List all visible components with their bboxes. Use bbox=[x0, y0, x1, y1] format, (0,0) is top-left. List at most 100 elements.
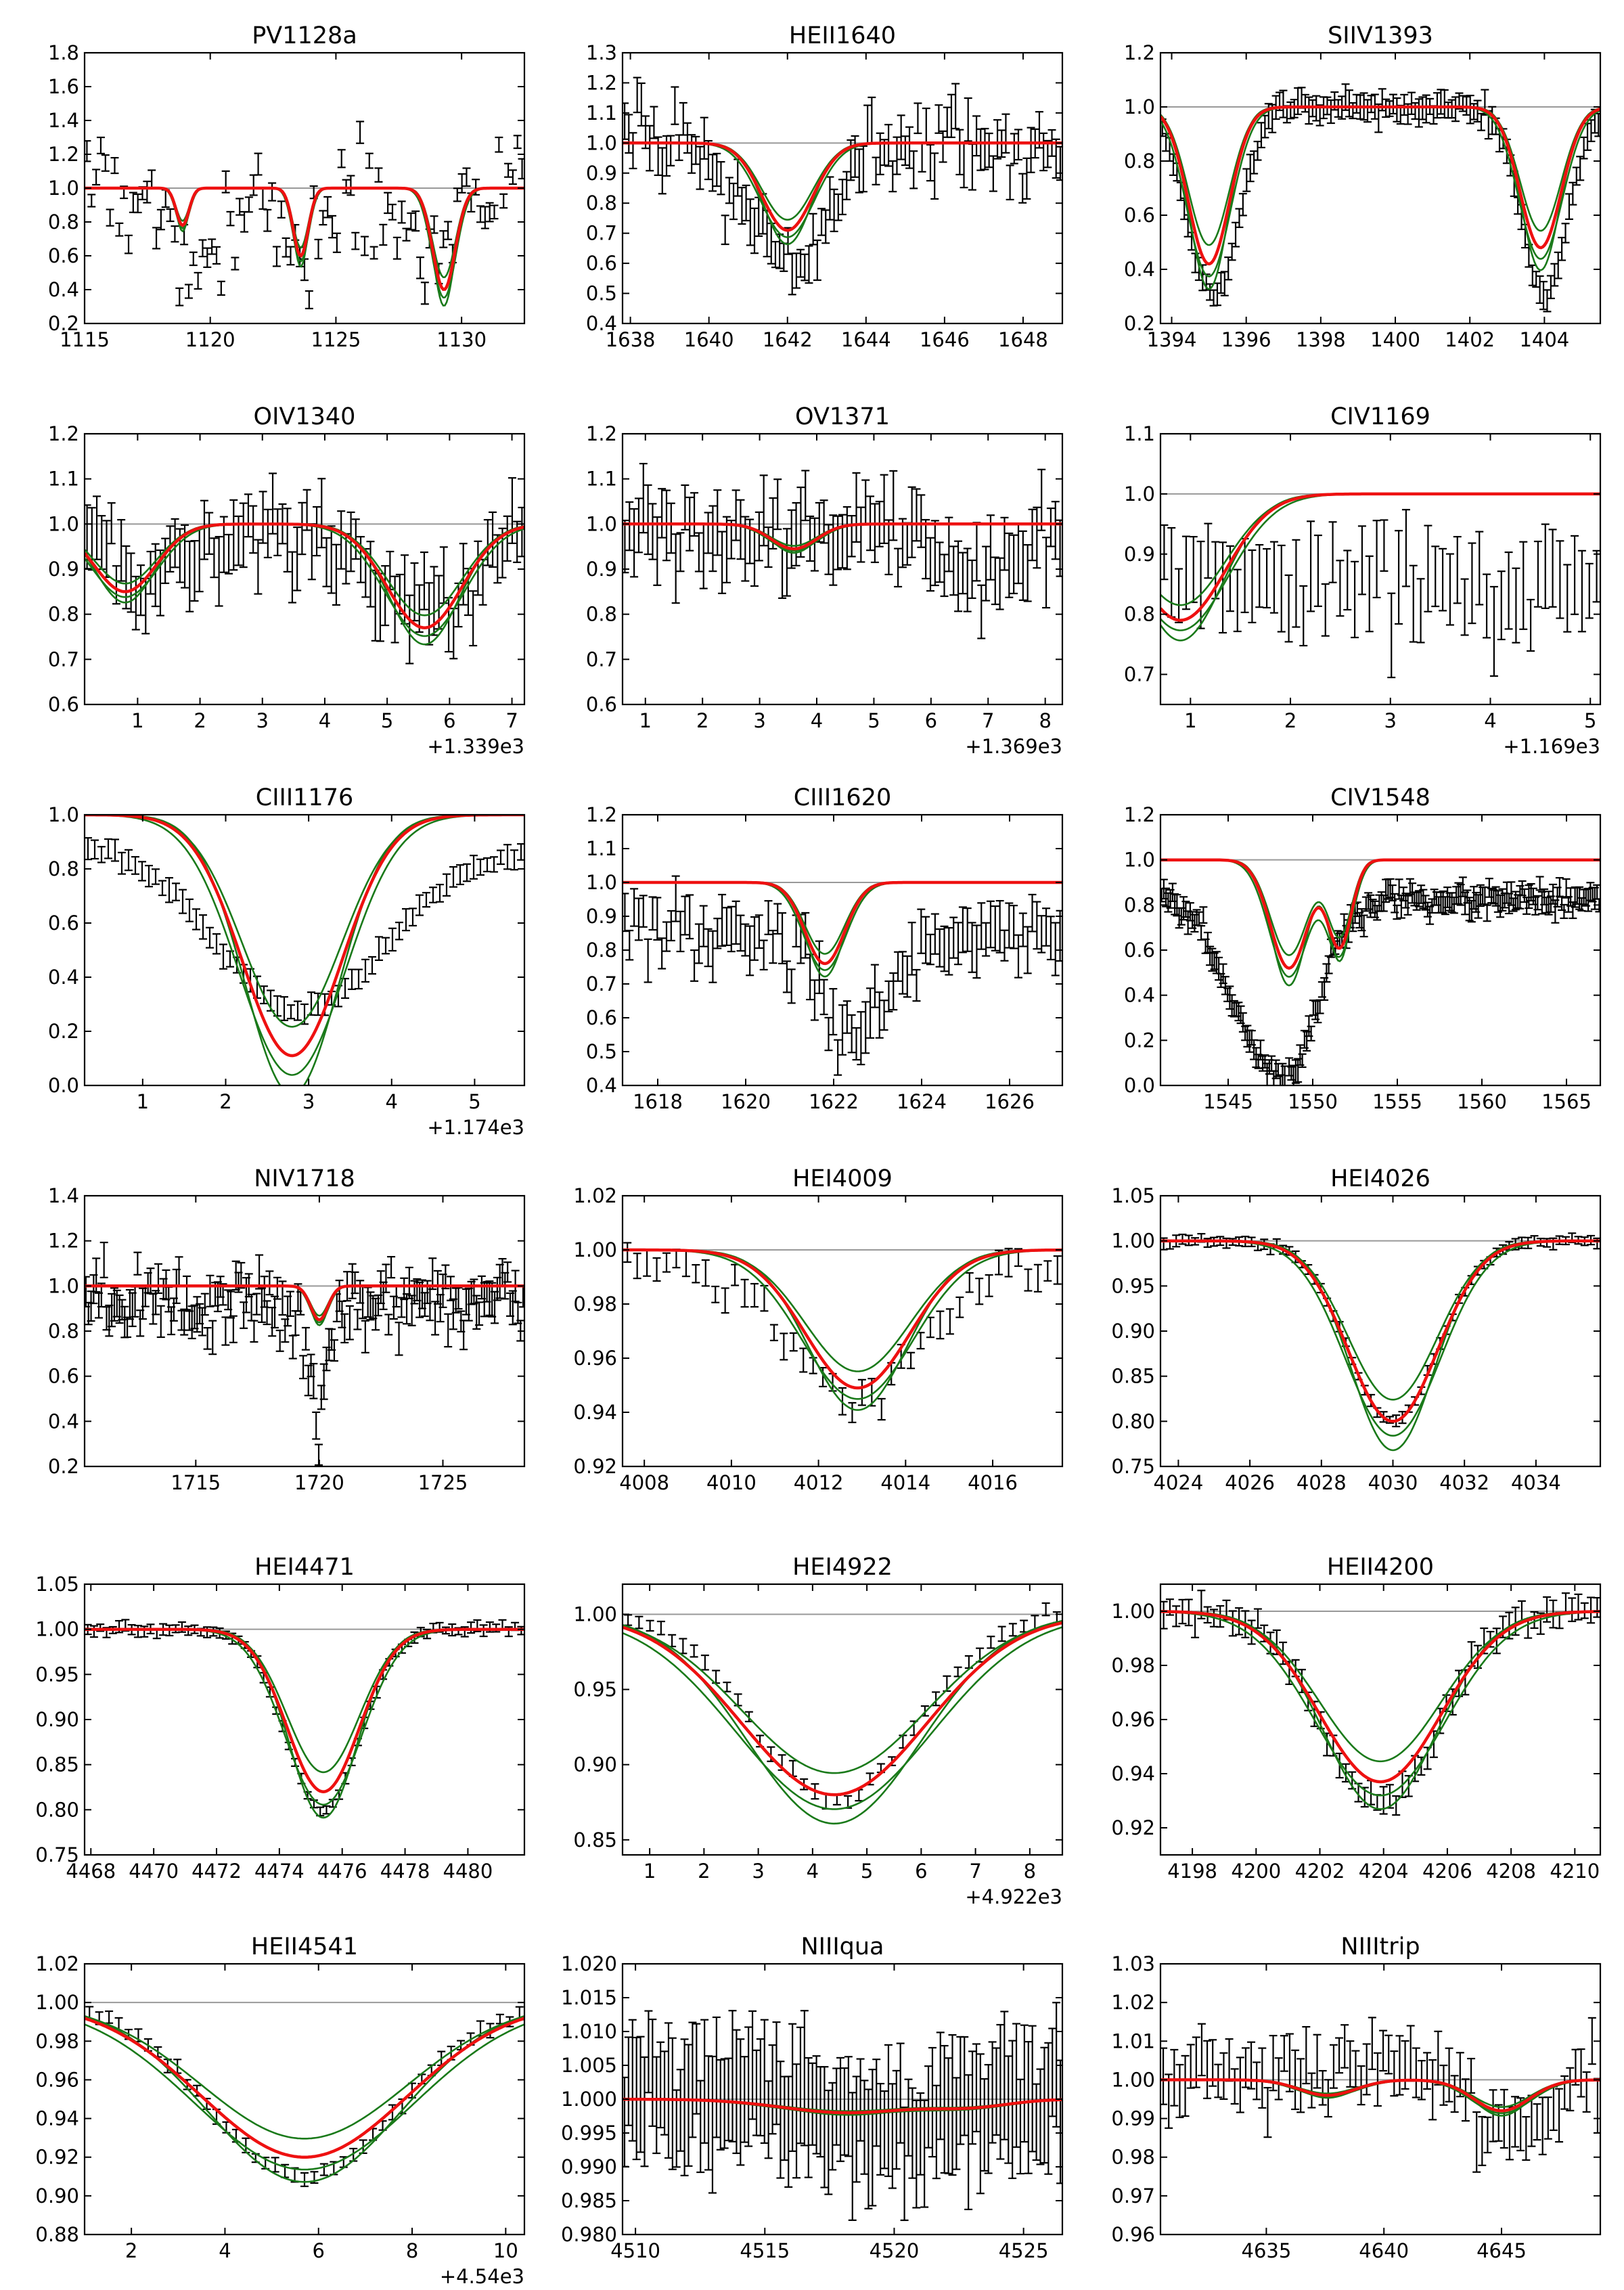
data-point bbox=[842, 506, 851, 570]
y-tick-label: 0.85 bbox=[35, 1753, 79, 1776]
data-point bbox=[830, 188, 838, 233]
data-point bbox=[361, 1320, 369, 1353]
data-point bbox=[993, 119, 1002, 160]
data-point bbox=[131, 856, 139, 875]
data-point bbox=[1478, 2115, 1487, 2166]
axes-frame bbox=[1159, 1962, 1602, 2236]
data-point bbox=[708, 505, 717, 572]
data-point bbox=[903, 522, 911, 566]
model-curve-alt bbox=[1160, 1240, 1600, 1401]
observed-data bbox=[623, 76, 1062, 296]
data-point bbox=[138, 861, 146, 882]
data-point bbox=[485, 202, 494, 223]
data-point bbox=[101, 154, 110, 172]
data-point bbox=[1585, 562, 1594, 619]
axes-frame bbox=[1159, 51, 1602, 325]
axes-frame bbox=[83, 1962, 526, 2236]
data-point bbox=[1577, 2048, 1585, 2098]
x-tick-label: 1624 bbox=[897, 1090, 947, 1113]
data-point bbox=[717, 161, 725, 196]
data-point bbox=[1569, 181, 1577, 206]
data-point bbox=[346, 175, 355, 196]
data-point bbox=[700, 2019, 709, 2144]
data-point bbox=[672, 1249, 681, 1269]
data-point bbox=[922, 107, 930, 144]
panel-title: HEII4541 bbox=[251, 1933, 358, 1960]
data-point bbox=[1005, 902, 1014, 949]
data-point bbox=[1186, 2044, 1195, 2089]
data-point bbox=[926, 933, 934, 966]
data-point bbox=[319, 2163, 328, 2176]
data-point bbox=[1571, 535, 1579, 615]
y-tick-label: 0.8 bbox=[48, 857, 79, 880]
data-point bbox=[175, 287, 184, 307]
data-point bbox=[93, 495, 102, 560]
y-tick-label: 0.7 bbox=[1124, 663, 1155, 686]
y-tick-label: 0.8 bbox=[586, 192, 617, 215]
data-point bbox=[348, 968, 356, 990]
y-tick-label: 1.000 bbox=[561, 2088, 617, 2111]
data-point bbox=[1414, 98, 1423, 128]
data-point bbox=[778, 545, 787, 600]
x-tick-label: 1715 bbox=[171, 1471, 221, 1494]
x-tick-label: 3 bbox=[1384, 709, 1397, 732]
data-point bbox=[99, 1241, 108, 1278]
data-point bbox=[828, 2082, 837, 2171]
data-point bbox=[1242, 168, 1251, 192]
data-point bbox=[415, 584, 424, 633]
panel-CIII1620: 1618 1620 1622 1624 1626 0.4 0.5 0.6 0.7 0.8 0.9 1.… bbox=[586, 784, 1064, 1113]
data-point bbox=[947, 93, 955, 139]
data-point bbox=[810, 979, 819, 1021]
data-point bbox=[1020, 2024, 1029, 2143]
y-tick-label: 1.020 bbox=[561, 1952, 617, 1975]
y-tick-label: 0.0 bbox=[48, 1074, 79, 1097]
y-tick-label: 0.2 bbox=[1124, 1029, 1155, 1052]
data-point bbox=[829, 514, 838, 586]
data-point bbox=[799, 1347, 808, 1373]
data-point bbox=[208, 1320, 217, 1355]
data-point bbox=[951, 83, 960, 130]
data-point bbox=[252, 1293, 261, 1316]
data-point bbox=[235, 198, 244, 216]
data-point bbox=[355, 968, 363, 990]
data-point bbox=[824, 1016, 833, 1052]
data-point bbox=[1042, 907, 1051, 947]
data-point bbox=[298, 501, 307, 556]
data-point bbox=[480, 206, 489, 229]
axis-offset-label: +4.54e3 bbox=[440, 2265, 524, 2288]
data-point bbox=[995, 899, 1004, 953]
data-point bbox=[156, 1305, 165, 1339]
panel-HEI4009: 4008 4010 4012 4014 4016 0.92 0.94 0.96 0.98 1.00… bbox=[573, 1165, 1064, 1494]
data-point bbox=[692, 135, 700, 165]
data-point bbox=[462, 167, 471, 187]
axis-offset-label: +4.922e3 bbox=[965, 1885, 1062, 1908]
data-point bbox=[1012, 2023, 1021, 2148]
data-point bbox=[948, 2034, 957, 2176]
x-tick-label: 4210 bbox=[1550, 1860, 1600, 1883]
model-curve-best bbox=[85, 1627, 524, 1793]
data-point bbox=[864, 2088, 873, 2209]
data-point bbox=[960, 143, 968, 189]
data-point bbox=[1298, 1053, 1307, 1069]
data-point bbox=[648, 896, 657, 931]
data-point bbox=[87, 194, 96, 208]
data-point bbox=[722, 907, 731, 946]
data-point bbox=[327, 525, 336, 594]
data-point bbox=[1528, 264, 1537, 286]
data-point bbox=[926, 537, 934, 592]
data-point bbox=[1294, 87, 1303, 116]
data-point bbox=[1023, 926, 1032, 974]
data-point bbox=[106, 208, 114, 227]
data-point bbox=[894, 547, 903, 588]
data-point bbox=[918, 142, 926, 173]
y-tick-label: 0.96 bbox=[1111, 2223, 1155, 2246]
data-point bbox=[720, 2058, 729, 2149]
data-point bbox=[1363, 99, 1372, 123]
data-point bbox=[668, 1634, 677, 1648]
data-point bbox=[644, 938, 652, 983]
data-point bbox=[916, 1332, 925, 1350]
data-point bbox=[1000, 516, 1009, 571]
observed-data bbox=[1160, 876, 1600, 1085]
data-point bbox=[1392, 1795, 1401, 1816]
data-point bbox=[1028, 2025, 1037, 2153]
